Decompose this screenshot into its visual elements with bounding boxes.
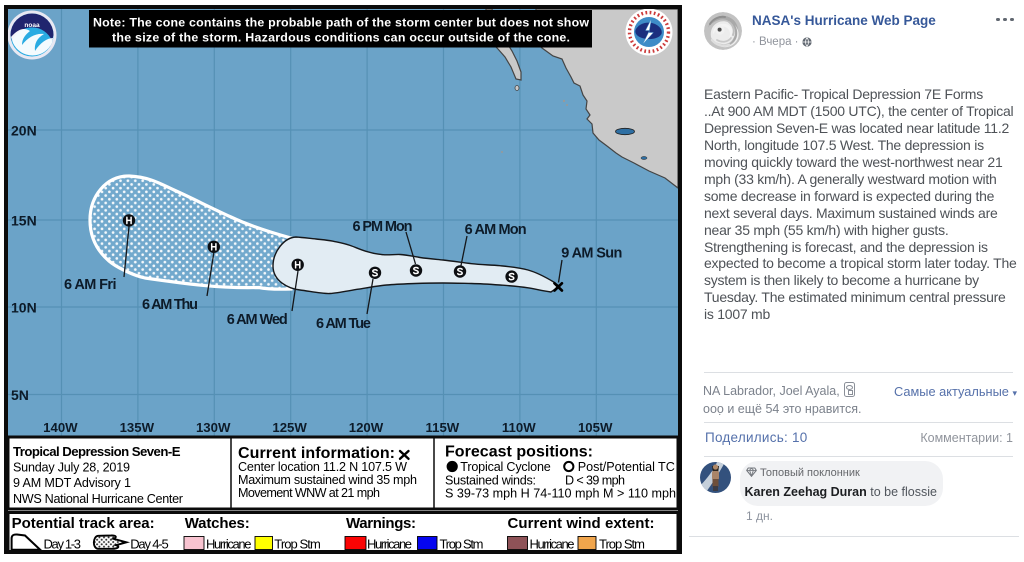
svg-text:Forecast positions:: Forecast positions: [445,443,593,460]
svg-text:6 AM Wed: 6 AM Wed [227,312,288,328]
svg-text:Trop Stm: Trop Stm [274,537,321,552]
svg-text:Day 1-3: Day 1-3 [44,537,82,552]
svg-text:Hurricane: Hurricane [530,537,575,552]
svg-text:Post/Potential TC: Post/Potential TC [578,460,675,474]
svg-text:Hurricane: Hurricane [206,537,252,552]
svg-text:Day 4-5: Day 4-5 [130,537,169,552]
svg-text:Current wind extent:: Current wind extent: [508,515,655,532]
svg-text:Watches:: Watches: [185,515,250,532]
svg-text:noaa: noaa [24,22,40,29]
svg-text:Note: The cone contains the pr: Note: The cone contains the probable pat… [93,16,589,30]
svg-text:Movement WNW at 21 mph: Movement WNW at 21 mph [238,486,380,500]
svg-text:10N: 10N [11,300,37,316]
svg-text:6 AM Thu: 6 AM Thu [142,297,198,313]
svg-text:Current information:: Current information: [238,445,395,462]
svg-text:NWS National Hurricane Center: NWS National Hurricane Center [13,492,183,506]
svg-text:Warnings:: Warnings: [346,515,416,532]
svg-text:Tropical Depression Seven-E: Tropical Depression Seven-E [13,444,181,459]
svg-text:Tropical Cyclone: Tropical Cyclone [460,460,551,474]
svg-text:Sunday July 28, 2019: Sunday July 28, 2019 [13,460,130,474]
svg-text:Center location 11.2 N 107.5 W: Center location 11.2 N 107.5 W [238,460,407,474]
svg-text:6 AM Fri: 6 AM Fri [64,277,117,293]
svg-text:6 AM Tue: 6 AM Tue [316,316,371,332]
svg-text:Hurricane: Hurricane [367,537,412,552]
svg-text:130W: 130W [196,420,231,435]
svg-text:Sustained winds:: Sustained winds: [445,474,536,488]
svg-text:9 AM MDT Advisory 1: 9 AM MDT Advisory 1 [13,476,131,490]
svg-text:20N: 20N [11,123,37,139]
svg-text:135W: 135W [120,420,155,435]
svg-text:120W: 120W [349,420,384,435]
svg-text:5N: 5N [11,387,29,403]
svg-text:105W: 105W [578,420,613,435]
svg-text:Trop Stm: Trop Stm [440,537,484,552]
svg-text:15N: 15N [11,213,37,229]
svg-text:S 39-73 mph H 74-110 mph M >: S 39-73 mph H 74-110 mph M > 110 mph [445,487,676,501]
svg-text:140W: 140W [43,420,78,435]
svg-text:125W: 125W [272,420,307,435]
svg-text:115W: 115W [426,420,460,435]
svg-text:6 AM Mon: 6 AM Mon [465,222,527,238]
svg-text:Potential track area:: Potential track area: [12,515,155,532]
svg-text:D < 39 mph: D < 39 mph [565,474,625,488]
svg-text:9 AM Sun: 9 AM Sun [561,246,622,262]
svg-text:110W: 110W [502,420,536,435]
svg-text:6 PM Mon: 6 PM Mon [353,219,413,235]
svg-text:Trop Stm: Trop Stm [599,537,645,552]
svg-text:Maximum sustained wind 35 mph: Maximum sustained wind 35 mph [238,473,417,487]
svg-text:the size of the storm. Hazardo: the size of the storm. Hazardous conditi… [112,30,570,44]
